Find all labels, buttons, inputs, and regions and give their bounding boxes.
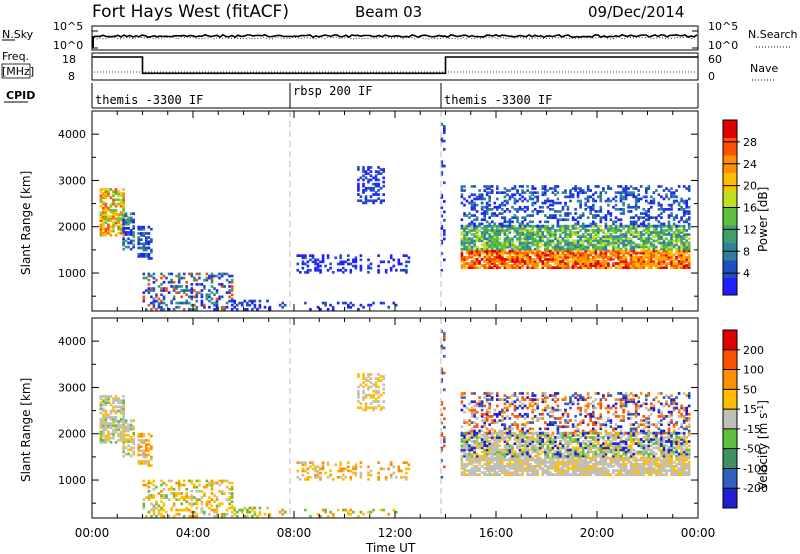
noise-sky-trace [93,33,698,39]
colorbar-swatch [723,330,737,351]
velocity-cb-label: Velocity [m s-1] [756,400,770,490]
colorbar-tick: 15 [743,403,757,416]
freq-label-2: [MHz] [2,65,34,78]
colorbar-swatch [723,448,737,469]
colorbar-tick: 24 [743,158,757,171]
velocity-colorbar: 200 100 50 15 -15 -50 -100 -200 [722,329,768,509]
noise-tick-bottom-left: 10^0 [53,39,83,52]
nave-tick-0: 0 [708,70,715,83]
ytick-label: 4000 [58,128,86,141]
station-title: Fort Hays West (fitACF) [92,2,289,22]
colorbar-swatch [723,260,737,278]
ytick-label: 1000 [58,267,86,280]
cpid-segment-3: themis -3300 IF [444,93,552,107]
noise-tick-top-left: 10^5 [53,20,83,33]
colorbar-swatch [723,190,737,208]
ytick-label: 3000 [58,174,86,187]
colorbar-tick: 4 [743,267,750,280]
colorbar-swatch [723,428,737,450]
ytick-label: 1000 [58,474,86,487]
colorbar-swatch [723,409,737,430]
xtick-label: 20:00 [580,526,615,540]
colorbar-swatch [723,277,737,296]
ytick-label: 3000 [58,381,86,394]
xtick-label: 08:00 [277,526,312,540]
nave-label: Nave [750,62,778,75]
colorbar-swatch [723,137,737,156]
nave-tick-60: 60 [708,53,722,66]
colorbar-swatch [723,488,737,509]
power-panel: 1000 2000 3000 4000 [58,110,699,312]
velocity-data-layer [99,330,691,518]
colorbar-tick: 200 [743,344,764,357]
noise-panel [91,25,699,51]
xtick-label: 16:00 [479,526,514,540]
xtick-label: 00:00 [75,526,110,540]
xtick-label: 04:00 [176,526,211,540]
noise-sky-label: N.Sky [2,28,34,41]
colorbar-tick: 100 [743,364,764,377]
colorbar-swatch [723,207,737,226]
colorbar-tick: 28 [743,136,757,149]
colorbar-swatch [723,120,737,138]
cpid-label: CPID [6,89,35,102]
ytick-label: 4000 [58,335,86,348]
freq-tick-18: 18 [62,53,76,66]
colorbar-tick: 20 [743,180,757,193]
freq-panel [91,52,699,81]
colorbar-tick: 12 [743,223,757,236]
date-label: 09/Dec/2014 [588,3,684,21]
colorbar-tick: -50 [743,443,761,456]
colorbar-tick: 8 [743,245,750,258]
beam-label: Beam 03 [355,3,422,21]
noise-search-label: N.Search [748,28,798,41]
colorbar-swatch [723,468,737,489]
colorbar-tick: 50 [743,383,757,396]
cpid-segment-2: rbsp 200 IF [293,84,372,98]
power-cb-label: Power [dB] [756,187,770,252]
xtick-label: 00:00 [681,526,716,540]
colorbar-swatch [723,369,737,390]
colorbar-tick: 16 [743,202,757,215]
velocity-ylabel: Slant Range [km] [19,378,33,482]
velocity-panel: 1000 2000 3000 4000 [58,317,699,519]
colorbar-swatch [723,349,737,371]
colorbar-swatch [723,172,737,191]
freq-tick-8: 8 [68,70,75,83]
power-colorbar: 28 24 20 16 12 8 4 [722,119,757,296]
freq-trace [92,56,698,75]
power-ylabel: Slant Range [km] [19,171,33,275]
ytick-label: 2000 [58,221,86,234]
freq-label-1: Freq. [2,50,29,63]
xtick-label: 12:00 [378,526,413,540]
xlabel: Time UT [365,541,416,554]
power-data-layer [99,123,691,311]
colorbar-swatch [723,389,737,410]
noise-tick-top-right: 10^5 [708,20,738,33]
ytick-label: 2000 [58,428,86,441]
colorbar-swatch [723,225,737,243]
colorbar-tick: -15 [743,423,761,436]
cpid-segment-1: themis -3300 IF [95,93,203,107]
colorbar-tick: -200 [743,482,768,495]
noise-tick-bottom-right: 10^0 [708,39,738,52]
colorbar-tick: -100 [743,462,768,475]
cpid-panel [91,83,699,109]
